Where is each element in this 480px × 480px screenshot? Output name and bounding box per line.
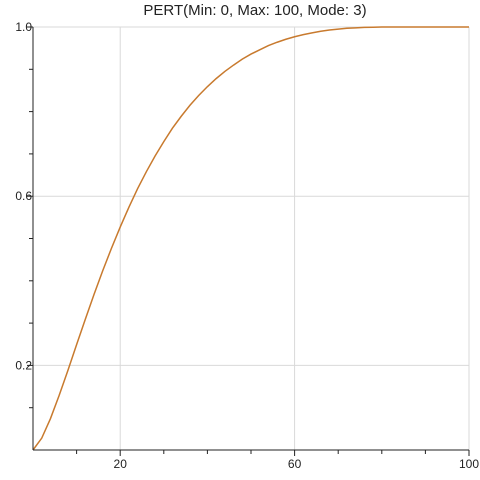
tick-marks (27, 26, 470, 456)
x-tick-label-60: 60 (288, 457, 302, 471)
chart-title: PERT(Min: 0, Max: 100, Mode: 3) (143, 2, 366, 19)
x-tick-label-100: 100 (459, 457, 479, 471)
axes (32, 27, 469, 451)
y-tick-label-1.0: 1.0 (15, 20, 32, 34)
series-line-1 (32, 26, 469, 451)
grid-lines (33, 26, 470, 450)
series-layer (32, 26, 469, 451)
tick-labels: 20 60 100 0.2 0.6 1.0 (15, 20, 479, 471)
y-tick-label-0.2: 0.2 (15, 358, 32, 372)
y-tick-label-0.6: 0.6 (15, 189, 32, 203)
x-tick-label-20: 20 (114, 457, 128, 471)
